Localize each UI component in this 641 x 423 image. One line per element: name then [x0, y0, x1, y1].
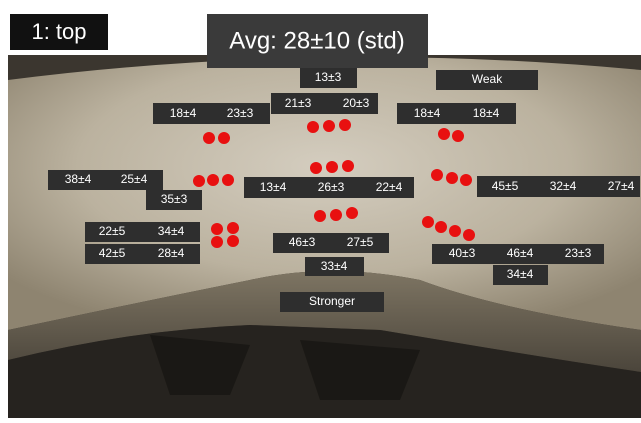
stronger-label: Stronger [309, 294, 355, 308]
value-label: 42±5 [99, 246, 126, 260]
value-label: 32±4 [550, 179, 577, 193]
title: Avg: 28±10 (std) [229, 27, 405, 54]
value-label: 21±3 [285, 96, 312, 110]
value-label: 22±4 [376, 180, 403, 194]
value-label: 34±4 [507, 267, 534, 281]
value-label: 18±4 [473, 106, 500, 120]
value-label: 13±3 [315, 70, 342, 84]
weak-label: Weak [472, 72, 503, 86]
value-label: 22±5 [99, 224, 126, 238]
annotated-photo: 1: top Avg: 28±10 (std) Weak Stronger 13… [0, 0, 641, 418]
value-label: 25±4 [121, 172, 148, 186]
value-label: 45±5 [492, 179, 519, 193]
value-label: 27±4 [608, 179, 635, 193]
value-label: 38±4 [65, 172, 92, 186]
value-label: 23±3 [227, 106, 254, 120]
value-label: 40±3 [449, 246, 476, 260]
value-label: 27±5 [347, 235, 374, 249]
value-label: 23±3 [565, 246, 592, 260]
value-label: 35±3 [161, 192, 188, 206]
value-label: 20±3 [343, 96, 370, 110]
value-label: 18±4 [414, 106, 441, 120]
value-label: 46±4 [507, 246, 534, 260]
value-label: 26±3 [318, 180, 345, 194]
value-label: 46±3 [289, 235, 316, 249]
value-label: 13±4 [260, 180, 287, 194]
value-label: 18±4 [170, 106, 197, 120]
value-label: 33±4 [321, 259, 348, 273]
value-label: 34±4 [158, 224, 185, 238]
view-label: 1: top [31, 19, 86, 44]
value-label: 28±4 [158, 246, 185, 260]
